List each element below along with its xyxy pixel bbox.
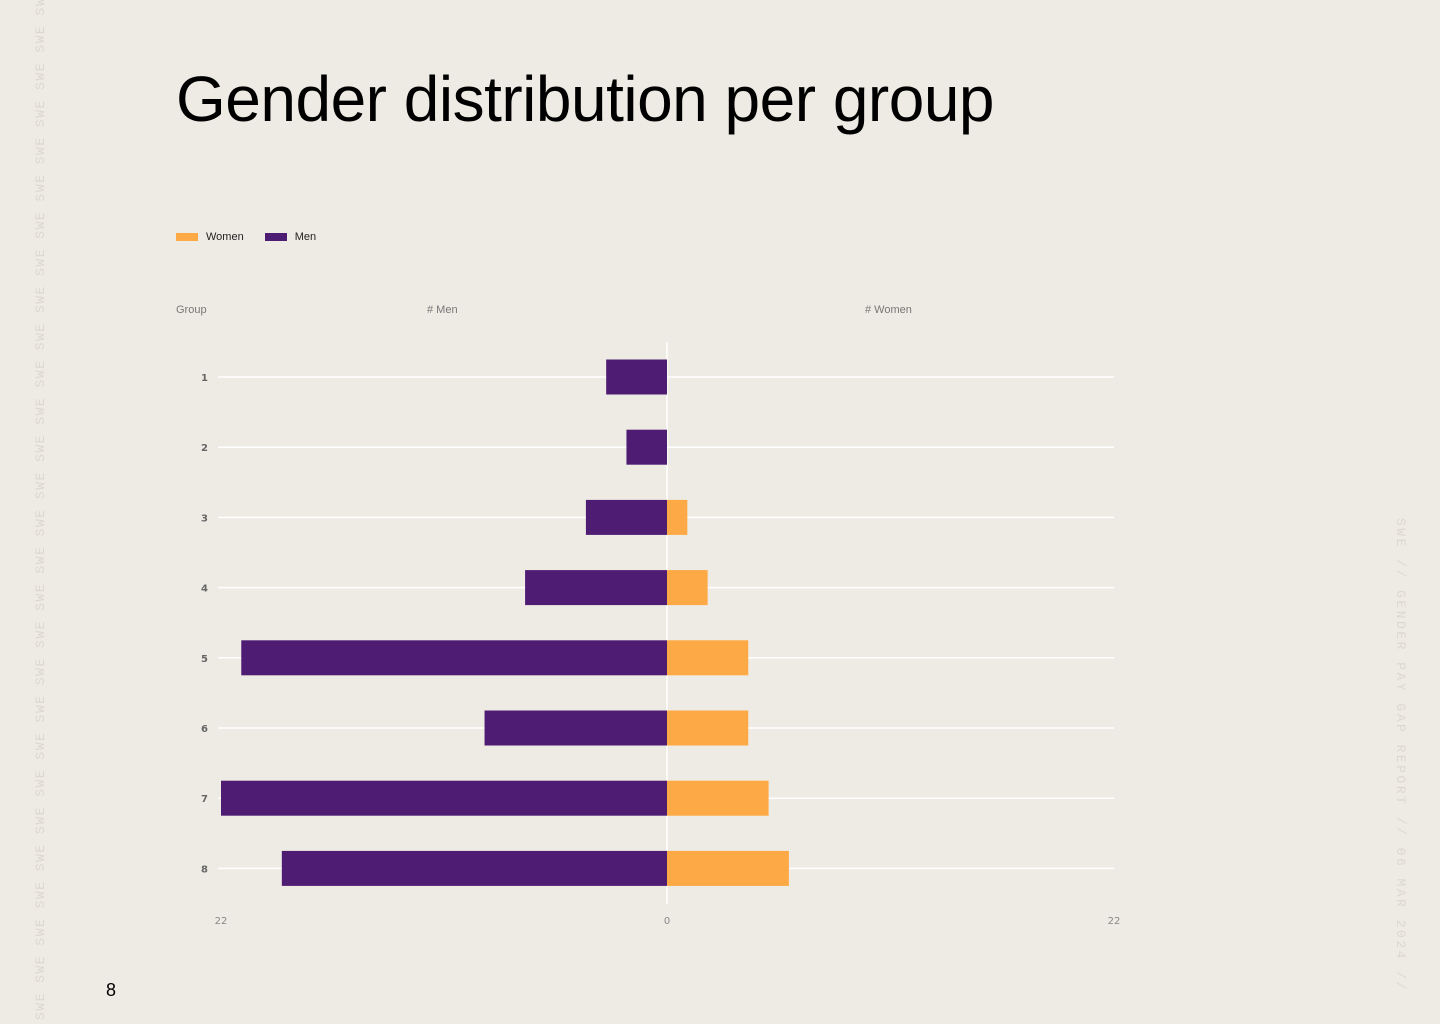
group-label: 1 <box>201 373 208 384</box>
bar-women <box>667 499 688 535</box>
x-tick-label: 0 <box>664 916 670 927</box>
column-header-group: Group <box>176 304 207 316</box>
bar-women <box>667 640 749 676</box>
legend-item-women: Women <box>176 231 244 243</box>
page-number: 8 <box>106 980 117 1000</box>
group-label: 3 <box>201 513 208 524</box>
group-label: 5 <box>201 654 208 665</box>
column-header-men: # Men <box>427 304 458 316</box>
legend-label-women: Women <box>206 231 244 243</box>
bar-men <box>281 850 667 886</box>
bar-men <box>626 429 667 465</box>
bar-women <box>667 710 749 746</box>
bar-men <box>484 710 667 746</box>
column-header-women: # Women <box>865 304 912 316</box>
bar-women <box>667 570 708 606</box>
legend-item-men: Men <box>264 231 317 243</box>
bar-men <box>525 570 667 606</box>
x-tick-label: 22 <box>215 916 228 927</box>
page-title: Gender distribution per group <box>176 63 995 135</box>
chart-legend: Women Men <box>176 231 337 243</box>
x-tick-label: 22 <box>1108 916 1121 927</box>
group-label: 6 <box>201 724 208 735</box>
bar-men <box>221 780 667 816</box>
legend-swatch-women <box>176 233 198 241</box>
legend-label-men: Men <box>294 231 317 243</box>
bar-men <box>606 359 667 395</box>
group-label: 2 <box>201 443 208 454</box>
legend-swatch-men <box>264 233 287 241</box>
bar-men <box>585 499 667 535</box>
bar-women <box>667 780 769 816</box>
group-label: 8 <box>201 864 208 875</box>
bar-women <box>667 850 789 886</box>
group-label: 4 <box>201 584 208 595</box>
group-label: 7 <box>201 794 208 805</box>
bar-men <box>241 640 668 676</box>
